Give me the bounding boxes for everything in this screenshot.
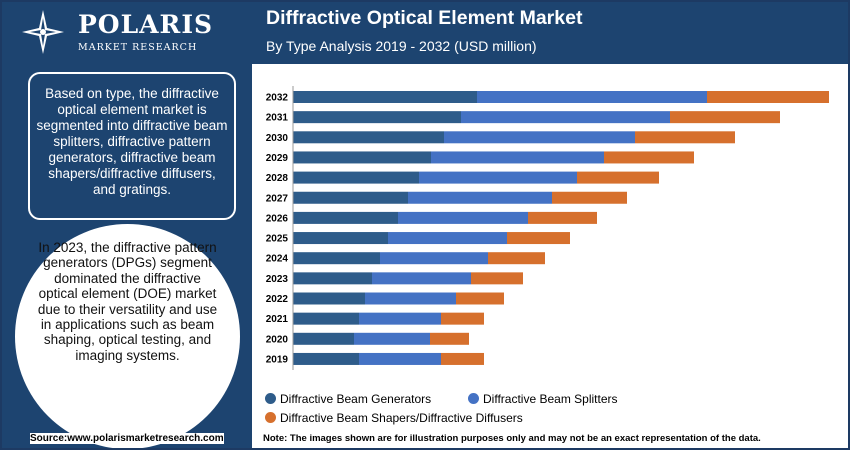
logo: POLARIS MARKET RESEARCH — [16, 8, 216, 56]
y-tick-label-2024: 2024 — [266, 254, 289, 265]
bar-2024-series-1 — [380, 252, 488, 265]
bar-2029-series-1 — [431, 151, 604, 164]
y-tick-label-2019: 2019 — [266, 354, 289, 365]
bar-2023-series-0 — [293, 272, 372, 285]
bar-2026-series-0 — [293, 211, 398, 224]
y-tick-label-2021: 2021 — [266, 314, 289, 325]
bar-2030-series-1 — [444, 131, 635, 144]
bar-2023-series-1 — [372, 272, 471, 285]
chart-header: Diffractive Optical Element Market By Ty… — [252, 2, 848, 64]
legend-swatch-splitters — [468, 393, 479, 404]
y-tick-label-2031: 2031 — [266, 113, 289, 124]
bar-2019-series-0 — [293, 352, 359, 365]
bar-2025-series-2 — [507, 232, 570, 245]
bar-2031-series-2 — [670, 111, 780, 124]
bar-2026-series-2 — [528, 211, 597, 224]
chart-subtitle: By Type Analysis 2019 - 2032 (USD millio… — [266, 38, 537, 54]
bar-2027-series-0 — [293, 191, 408, 204]
legend-item-splitters: Diffractive Beam Splitters — [468, 392, 618, 406]
legend-label-shapers: Diffractive Beam Shapers/Diffractive Dif… — [280, 411, 523, 425]
legend-item-shapers: Diffractive Beam Shapers/Diffractive Dif… — [265, 411, 523, 425]
y-tick-label-2030: 2030 — [266, 133, 289, 144]
legend-item-generators: Diffractive Beam Generators — [265, 392, 431, 406]
bar-2028-series-2 — [577, 171, 659, 184]
bar-2025-series-1 — [388, 232, 507, 245]
bar-2027-series-2 — [552, 191, 627, 204]
y-tick-label-2023: 2023 — [266, 274, 289, 285]
y-tick-label-2022: 2022 — [266, 294, 289, 305]
bar-2030-series-0 — [293, 131, 444, 144]
bar-2024-series-0 — [293, 252, 380, 265]
bar-2030-series-2 — [635, 131, 735, 144]
bar-2028-series-1 — [419, 171, 577, 184]
source-credit: Source:www.polarismarketresearch.com — [30, 433, 224, 444]
bar-2031-series-1 — [461, 111, 670, 124]
legend-label-splitters: Diffractive Beam Splitters — [483, 392, 618, 406]
bar-2029-series-0 — [293, 151, 431, 164]
bar-2022-series-2 — [456, 292, 504, 305]
y-tick-label-2026: 2026 — [266, 213, 289, 224]
bar-2022-series-1 — [365, 292, 456, 305]
brand-name: POLARIS — [78, 10, 214, 39]
bar-2019-series-1 — [359, 352, 441, 365]
y-tick-label-2027: 2027 — [266, 193, 289, 204]
legend-swatch-generators — [265, 393, 276, 404]
bar-2032-series-1 — [477, 91, 707, 103]
left-panel: POLARIS MARKET RESEARCH Based on type, t… — [2, 2, 252, 448]
disclaimer-note: Note: The images shown are for illustrat… — [263, 433, 761, 444]
bar-2019-series-2 — [441, 352, 484, 365]
legend-label-generators: Diffractive Beam Generators — [280, 392, 432, 406]
bar-2021-series-1 — [359, 312, 441, 325]
bar-2023-series-2 — [471, 272, 523, 285]
bar-2021-series-2 — [441, 312, 484, 325]
y-tick-label-2028: 2028 — [266, 173, 289, 184]
bar-2032-series-2 — [707, 91, 829, 103]
bar-2020-series-0 — [293, 332, 354, 345]
y-tick-label-2025: 2025 — [266, 234, 289, 245]
bar-2025-series-0 — [293, 232, 388, 245]
bar-2024-series-2 — [488, 252, 545, 265]
brand-subtitle: MARKET RESEARCH — [78, 42, 198, 53]
legend-swatch-shapers — [265, 412, 276, 423]
bar-2021-series-0 — [293, 312, 359, 325]
y-tick-label-2029: 2029 — [266, 153, 289, 164]
bar-2032-series-0 — [293, 91, 477, 103]
bar-2027-series-1 — [408, 191, 552, 204]
y-tick-label-2032: 2032 — [266, 93, 289, 104]
bar-2022-series-0 — [293, 292, 365, 305]
bar-2028-series-0 — [293, 171, 419, 184]
segmentation-text-box: Based on type, the diffractive optical e… — [28, 72, 236, 220]
bar-2020-series-1 — [354, 332, 430, 345]
chart-title: Diffractive Optical Element Market — [266, 7, 583, 29]
bar-2026-series-1 — [398, 211, 528, 224]
polaris-logo-icon — [22, 10, 64, 54]
bar-2020-series-2 — [430, 332, 469, 345]
bar-2031-series-0 — [293, 111, 461, 124]
stacked-bar-chart: 2032 2031 2030 2029 2028 2027 2026 2025 2024 2023… — [266, 86, 829, 370]
highlight-circle-text: In 2023, the diffractive pattern generat… — [15, 224, 240, 448]
y-tick-label-2020: 2020 — [266, 334, 289, 345]
bar-2029-series-2 — [604, 151, 694, 164]
